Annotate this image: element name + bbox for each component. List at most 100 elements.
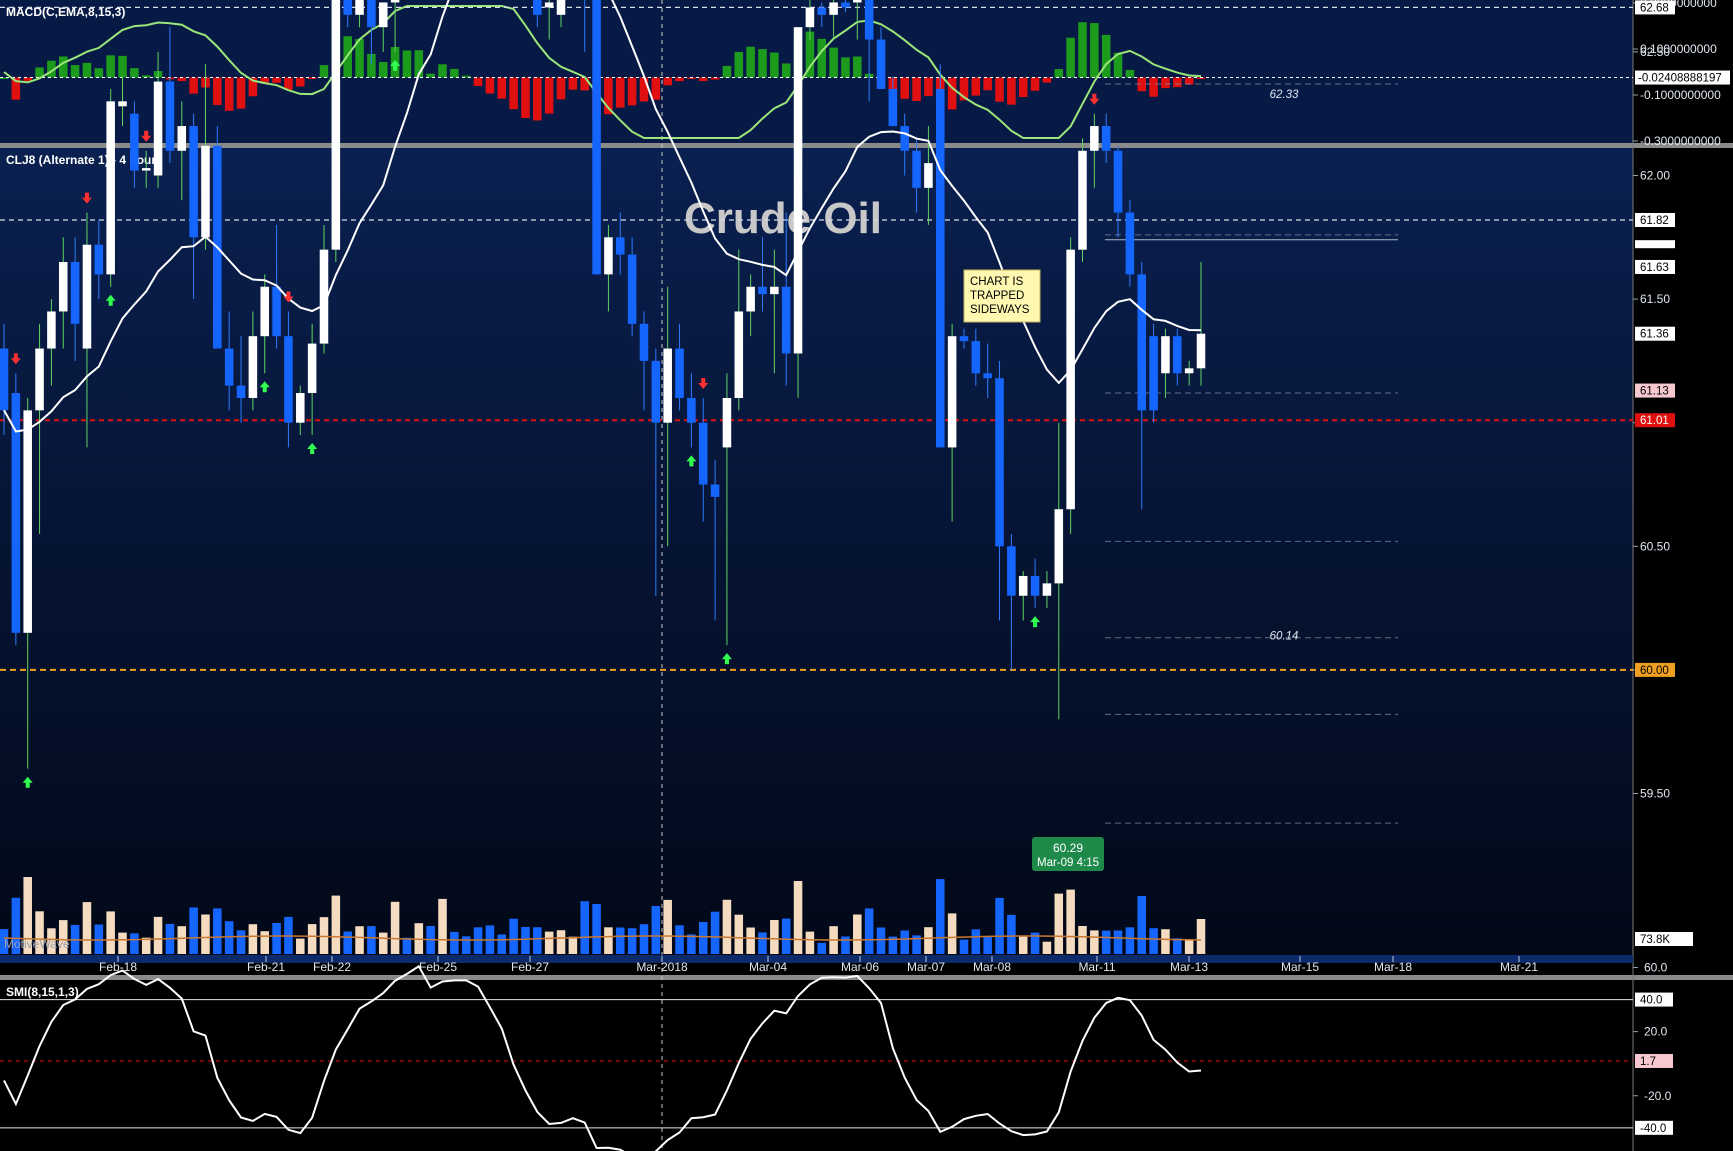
macd-bar-positive: [94, 68, 104, 78]
macd-bar-positive: [722, 65, 732, 78]
volume-bar-down: [710, 911, 720, 954]
level-tag-box: [1635, 413, 1675, 428]
projection-lines: [1105, 83, 1398, 824]
volume-bar-up: [201, 914, 210, 954]
price-tick-label: 62.50: [1640, 45, 1670, 59]
candle-down: [651, 360, 661, 423]
macd-bar-negative: [272, 77, 281, 83]
macd-bar-negative: [924, 77, 933, 97]
macd-bar-positive: [35, 67, 44, 78]
candle-up: [663, 348, 672, 423]
volume-bar-up: [722, 899, 732, 954]
macd-bar-positive: [781, 63, 791, 78]
level-tag-text: 60.00: [1640, 665, 1669, 677]
volume-bar-up: [58, 920, 68, 954]
smi-level-tag-box: [1635, 992, 1673, 1007]
volume-bar-down: [236, 930, 246, 954]
volume-tag-box: [1635, 932, 1693, 946]
candle-down: [627, 254, 637, 324]
chart-headline: Crude Oil: [684, 194, 882, 243]
volume-bar-up: [106, 911, 115, 954]
macd-bar-negative: [1137, 77, 1147, 92]
volume-bar-down: [1030, 932, 1040, 954]
level-tag-text: 61.01: [1640, 415, 1669, 427]
macd-bar-positive: [367, 53, 376, 78]
volume-bars: [0, 877, 1633, 963]
macd-bar-negative: [687, 77, 696, 80]
candle-down: [1137, 274, 1147, 411]
date-tick-label: Feb-22: [313, 960, 351, 974]
candle-down: [900, 126, 909, 151]
level-tag-box: [1635, 383, 1675, 398]
candle-down: [841, 2, 850, 8]
macd-bar-negative: [177, 77, 187, 82]
macd-bar-negative: [947, 77, 957, 110]
volume-baseline: [0, 955, 1633, 963]
candle-up: [331, 0, 341, 250]
macd-bar-negative: [224, 77, 234, 111]
buy-arrow-icon: [307, 443, 318, 455]
candle-up: [390, 0, 400, 3]
candle-up: [47, 311, 56, 349]
macd-bar-positive: [402, 50, 412, 78]
smi-axis-ticks: 60.020.0-20.0-60.0: [1633, 961, 1672, 1103]
sell-arrow-icon: [1089, 93, 1100, 105]
sticky-note-line-3: SIDEWAYS: [970, 304, 1030, 316]
level-tag-text: 61.36: [1640, 329, 1669, 341]
macd-bar-positive: [1090, 23, 1099, 78]
macd-bar-positive: [734, 51, 744, 78]
buy-arrow-icon: [686, 455, 697, 467]
candle-down: [888, 88, 898, 127]
macd-bar-positive: [461, 75, 471, 78]
macd-bar-positive: [805, 31, 815, 78]
buy-arrow-icon: [22, 776, 33, 788]
macd-bar-negative: [521, 77, 530, 118]
volume-bar-up: [82, 902, 92, 954]
candle-down: [864, 0, 874, 40]
volume-bar-down: [912, 935, 921, 954]
volume-bar-down: [959, 939, 969, 954]
macd-bar-negative: [248, 77, 258, 97]
volume-bar-up: [746, 927, 755, 954]
symbol-title: CLJ8 (Alternate 1) - 4 hour: [6, 153, 156, 167]
candle-down: [971, 341, 981, 374]
smi-panel-background: [0, 980, 1633, 1151]
macd-bar-positive: [70, 65, 80, 78]
candle-up: [734, 311, 744, 398]
volume-bar-up: [770, 920, 779, 954]
volume-bar-down: [130, 933, 139, 954]
volume-bar-down: [189, 907, 198, 954]
volume-bar-up: [1078, 926, 1087, 954]
candle-up: [746, 286, 755, 312]
macd-bar-positive: [141, 75, 151, 78]
level-tag-text: 61.63: [1640, 262, 1669, 274]
macd-bar-negative: [1173, 77, 1182, 88]
candle-up: [770, 286, 779, 295]
candle-down: [675, 348, 684, 398]
macd-bar-negative: [1149, 77, 1158, 97]
candle-up: [829, 2, 838, 15]
candle-up: [141, 168, 151, 171]
macd-bar-positive: [378, 62, 388, 78]
volume-bar-down: [1173, 938, 1182, 954]
macd-bar-positive: [130, 68, 139, 78]
macd-bar-negative: [23, 77, 32, 81]
candle-down: [343, 0, 352, 15]
date-axis: Feb-18 Feb-21 Feb-22 Feb-25 Feb-27 Mar-2018 Ma…: [99, 956, 1538, 974]
volume-bar-down: [272, 923, 281, 954]
volume-bar-up: [544, 931, 554, 954]
volume-bar-down: [509, 918, 518, 954]
macd-bar-negative: [675, 77, 684, 82]
date-tick-label: Mar-18: [1374, 960, 1412, 974]
volume-bar-up: [47, 928, 56, 954]
macd-bar-negative: [639, 77, 649, 102]
volume-bar-up: [1018, 936, 1028, 954]
macd-bar-positive: [0, 77, 9, 80]
candle-up: [1196, 333, 1206, 369]
date-tick-label: Feb-27: [511, 960, 549, 974]
date-tick-label: Mar-21: [1500, 960, 1538, 974]
low-marker-price: 60.29: [1053, 841, 1083, 855]
volume-bar-down: [698, 922, 708, 954]
candle-down: [70, 262, 80, 324]
